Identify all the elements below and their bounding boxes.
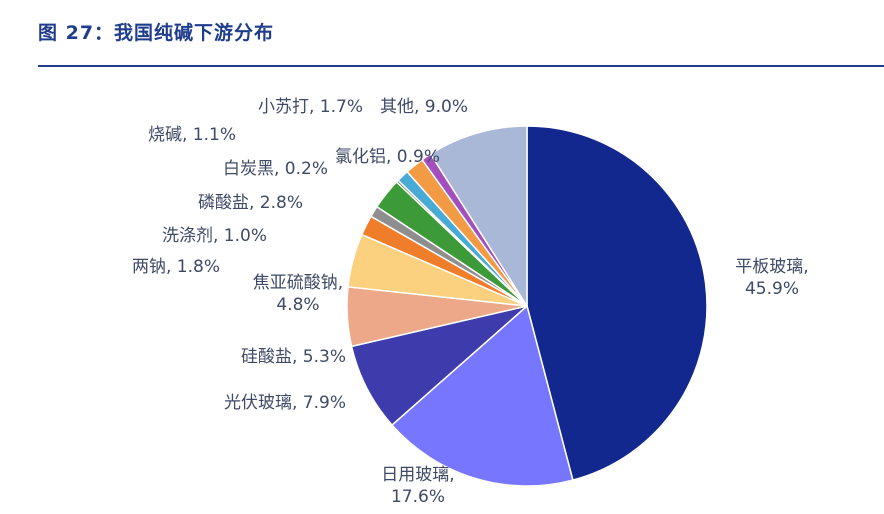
pie-slice-1 [526,125,708,481]
slice-label-7: 洗涤剂, 1.0% [162,226,267,246]
slice-label-12: 氯化铝, 0.9% [335,147,440,167]
pie-slice-13 [429,125,528,309]
slice-label-6: 两钠, 1.8% [132,257,220,277]
slice-label-2: 日用玻璃, 17.6% [381,465,454,507]
slice-label-11: 小苏打, 1.7% [258,97,363,117]
figure-title: 图 27：我国纯碱下游分布 [38,22,275,44]
pie-slice-2 [390,304,574,487]
pie-slices [346,125,708,487]
slice-label-9: 白炭黑, 0.2% [223,159,328,179]
slice-label-1: 平板玻璃, 45.9% [735,257,808,299]
pie-labels: 平板玻璃, 45.9% 日用玻璃, 17.6% 光伏玻璃, 7.9% 硅酸盐, 5.3% 焦… [132,97,809,507]
slice-label-10: 烧碱, 1.1% [148,125,236,145]
title-divider [38,65,884,67]
slice-label-3: 光伏玻璃, 7.9% [224,393,346,413]
slice-label-5: 焦亚硫酸钠, 4.8% [253,273,343,315]
slice-label-8: 磷酸盐, 2.8% [198,193,303,213]
slice-label-4: 硅酸盐, 5.3% [241,347,346,367]
slice-label-13: 其他, 9.0% [380,97,468,117]
